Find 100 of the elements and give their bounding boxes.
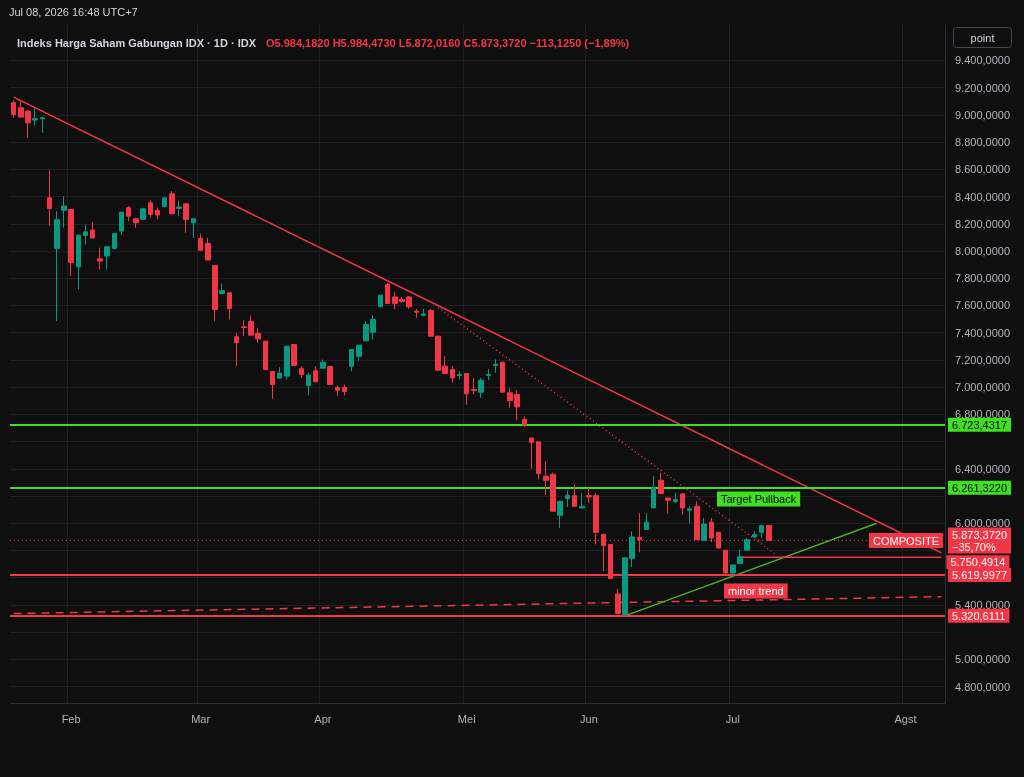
candlestick (529, 437, 534, 470)
candlestick (478, 377, 484, 399)
candlestick (385, 282, 390, 305)
y-tick-label: 7.000,0000 (955, 381, 1011, 394)
ref-line-label: 6.723,4317 (952, 418, 1008, 431)
y-tick-label: 6.400,0000 (955, 462, 1011, 475)
candlestick (737, 549, 743, 565)
candlestick (90, 221, 95, 239)
candlestick (744, 537, 750, 551)
x-tick-label: Mei (457, 712, 476, 725)
y-tick-label: 9.400,0000 (955, 54, 1011, 67)
y-tick-label: 7.800,0000 (955, 272, 1011, 285)
candlestick (536, 441, 541, 481)
y-tick-label: 7.200,0000 (955, 353, 1011, 366)
candlestick (766, 524, 772, 542)
y-tick-label: 8.400,0000 (955, 190, 1011, 203)
x-tick-label: Jul (725, 712, 740, 725)
candlestick (169, 190, 175, 215)
x-tick-label: Jun (580, 712, 598, 725)
candlestick (198, 232, 203, 251)
x-tick-label: Apr (314, 712, 332, 725)
candlestick (299, 365, 304, 379)
candlestick (47, 169, 52, 227)
candlestick (119, 211, 124, 236)
candlestick (277, 366, 282, 379)
y-tick-label: 4.800,0000 (955, 680, 1011, 693)
candlestick (673, 492, 678, 504)
candlestick (32, 107, 38, 126)
candlestick (263, 340, 268, 370)
candlestick (61, 195, 67, 229)
candlestick (205, 237, 211, 261)
candlestick (414, 308, 419, 319)
candlestick (126, 205, 131, 222)
y-tick-label: 8.200,0000 (955, 217, 1011, 230)
candlestick (155, 207, 160, 220)
candlestick (701, 517, 707, 542)
ref-line-label: 5.873,3720 −35,70% (952, 528, 1008, 553)
candlestick (83, 223, 88, 245)
candlestick (219, 283, 225, 296)
candlestick (349, 349, 354, 372)
candlestick (500, 361, 505, 393)
y-tick-label: 7.600,0000 (955, 299, 1011, 312)
x-tick-label: Mar (191, 712, 211, 725)
candlestick (572, 484, 577, 507)
candlestick (54, 210, 60, 322)
candlestick (227, 292, 232, 320)
candlestick (191, 218, 196, 239)
candlestick (464, 373, 469, 406)
candlestick (557, 500, 563, 529)
candlestick (658, 472, 664, 495)
y-tick-label: 6.800,0000 (955, 408, 1011, 421)
annotation: Target Pullback (721, 493, 797, 505)
candlestick (162, 197, 167, 208)
candlestick (759, 525, 764, 539)
candlestick (140, 207, 146, 221)
candlestick (421, 308, 426, 317)
candlestick (212, 264, 218, 322)
candlestick (313, 365, 318, 384)
candlestick (76, 234, 81, 290)
y-tick-label: 8.800,0000 (955, 136, 1011, 149)
candlestick (644, 512, 649, 531)
annotation: minor trend (728, 585, 784, 597)
candlestick (471, 377, 477, 395)
candlestick (687, 505, 692, 525)
y-tick-label: 5.400,0000 (955, 598, 1011, 611)
candlestick (457, 370, 462, 381)
y-tick-label: 9.000,0000 (955, 108, 1011, 121)
candlestick (342, 384, 347, 396)
candlestick (522, 415, 527, 428)
candlestick (378, 294, 383, 308)
candlestick (40, 117, 45, 134)
x-tick-label: Agst (894, 712, 917, 725)
ref-line-label: 5.320,6111 (952, 609, 1006, 622)
candlestick (291, 344, 297, 366)
candlestick (68, 208, 74, 277)
data-label: 5.750,4914 (950, 556, 1006, 569)
candlestick (320, 359, 326, 369)
candlestick (651, 475, 656, 509)
y-tick-label: 8.600,0000 (955, 163, 1011, 176)
candlestick (356, 344, 362, 362)
candlestick (579, 492, 585, 509)
y-tick-label: 6.000,0000 (955, 517, 1011, 530)
candlestick (450, 365, 455, 384)
candlestick (148, 199, 153, 219)
y-tick-label: 5.000,0000 (955, 653, 1011, 666)
text: Indeks Harga Saham Gabungan IDX · 1D · IDX (17, 37, 257, 49)
text: Jul 08, 2026 16:48 UTC+7 (9, 5, 138, 18)
x-tick-label: Feb (61, 712, 81, 725)
text: point (970, 31, 995, 44)
candlestick (104, 246, 110, 271)
candlestick (486, 368, 491, 381)
candlestick (665, 497, 671, 515)
candlestick (327, 365, 333, 386)
candlestick (234, 332, 239, 367)
candlestick (306, 372, 311, 396)
candlestick (11, 99, 16, 119)
candlestick (752, 530, 757, 539)
candlestick (176, 199, 182, 217)
ref-line-label: 5.619,9977 (952, 569, 1008, 582)
annotation: COMPOSITE (872, 534, 939, 547)
